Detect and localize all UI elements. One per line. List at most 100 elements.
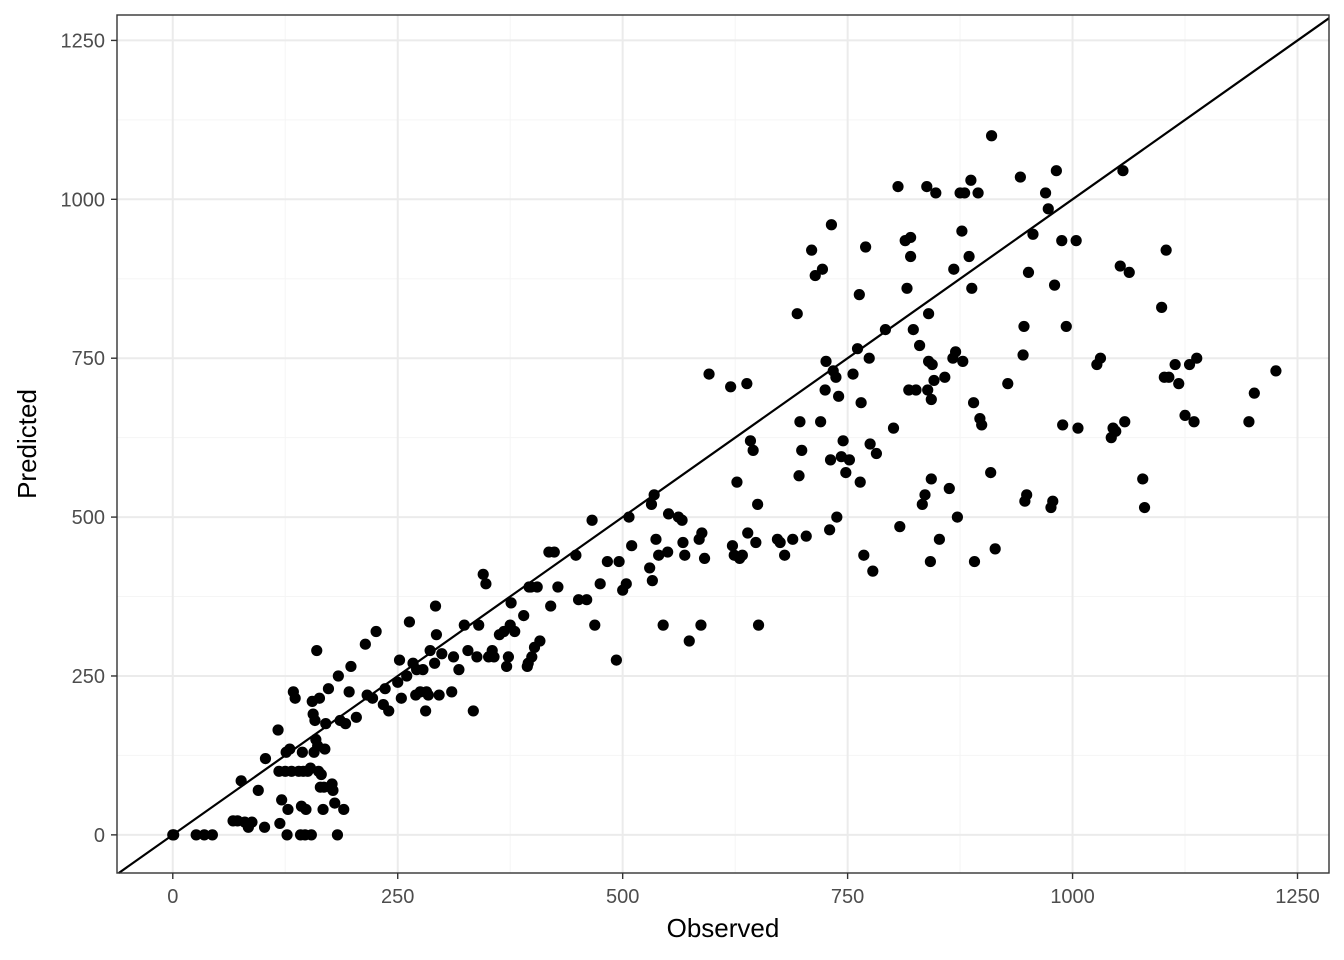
data-point (272, 724, 284, 736)
data-point (282, 803, 294, 816)
data-point (779, 549, 791, 561)
data-point (1173, 378, 1185, 390)
data-point (747, 444, 759, 456)
data-point (276, 794, 288, 806)
data-point (1070, 235, 1082, 247)
data-point (1002, 378, 1014, 390)
data-point (315, 768, 327, 781)
data-point (190, 829, 202, 841)
data-point (965, 174, 977, 186)
data-point (453, 664, 465, 676)
data-point (1048, 279, 1061, 291)
data-point (1060, 320, 1072, 333)
data-point (430, 629, 443, 641)
data-point (501, 660, 513, 673)
y-axis-ticks: 0 250 500 750 1000 1250 (61, 30, 117, 847)
data-point (787, 533, 799, 545)
data-point (332, 670, 344, 682)
data-point (858, 549, 870, 561)
data-point (933, 533, 945, 545)
data-point (473, 619, 485, 631)
data-point (462, 644, 474, 657)
data-point (843, 454, 856, 466)
data-point (750, 536, 762, 549)
data-point (676, 514, 688, 526)
data-point (800, 530, 812, 542)
data-point (488, 651, 500, 663)
data-point (966, 282, 978, 294)
data-point (820, 355, 832, 367)
data-point (1110, 425, 1122, 437)
data-point (393, 654, 406, 666)
data-point (901, 282, 913, 294)
data-point (830, 371, 842, 383)
data-point (433, 689, 445, 701)
data-point (252, 784, 264, 796)
data-point (417, 664, 429, 676)
data-point (613, 555, 625, 568)
data-point (854, 476, 866, 488)
data-point (1114, 260, 1126, 272)
data-point (695, 619, 707, 631)
data-point (311, 644, 323, 657)
data-point (586, 514, 598, 526)
data-point (837, 435, 849, 447)
data-point (572, 594, 585, 606)
data-point (1047, 495, 1059, 507)
data-point (620, 578, 632, 590)
data-point (1057, 419, 1069, 431)
data-point (1183, 358, 1196, 371)
grid-major (117, 15, 1329, 873)
data-point (509, 625, 521, 638)
data-point (644, 562, 656, 574)
data-point (650, 533, 662, 545)
data-point (1243, 416, 1255, 428)
data-point (967, 397, 980, 409)
data-point (610, 654, 622, 666)
data-point (653, 549, 665, 561)
data-point (436, 648, 448, 660)
data-point (1094, 352, 1107, 364)
data-point (657, 619, 669, 631)
data-point (317, 803, 329, 816)
data-point (331, 829, 344, 841)
data-point (796, 444, 808, 456)
data-point (281, 829, 293, 841)
x-axis-ticks: 0 250 500 750 1000 1250 (167, 873, 1320, 908)
data-point (949, 346, 962, 358)
data-point (948, 263, 960, 275)
data-point (552, 581, 564, 593)
data-point (847, 368, 859, 380)
data-point (831, 511, 843, 523)
data-point (1119, 416, 1131, 428)
data-point (531, 581, 543, 593)
data-point (731, 476, 743, 488)
data-point (424, 644, 436, 657)
data-point (833, 390, 845, 402)
data-point (518, 610, 530, 622)
data-point (1270, 365, 1282, 377)
data-point (1179, 409, 1191, 421)
x-axis-title: Observed (667, 913, 780, 943)
data-point (916, 498, 928, 510)
data-point (589, 619, 601, 631)
data-point (968, 555, 981, 568)
data-point (601, 555, 613, 568)
data-point (395, 692, 407, 704)
data-point (870, 447, 883, 460)
data-point (894, 521, 906, 533)
data-point (744, 435, 757, 447)
data-point (816, 263, 829, 275)
data-point (892, 181, 904, 193)
data-point (339, 718, 352, 730)
data-point (309, 714, 321, 727)
data-point (534, 635, 546, 647)
data-point (855, 397, 867, 409)
data-point (752, 498, 764, 510)
data-point (956, 225, 968, 237)
data-point (825, 219, 838, 231)
data-point (1138, 501, 1151, 514)
data-point (985, 467, 997, 479)
data-point (957, 355, 969, 367)
data-point (922, 384, 934, 396)
